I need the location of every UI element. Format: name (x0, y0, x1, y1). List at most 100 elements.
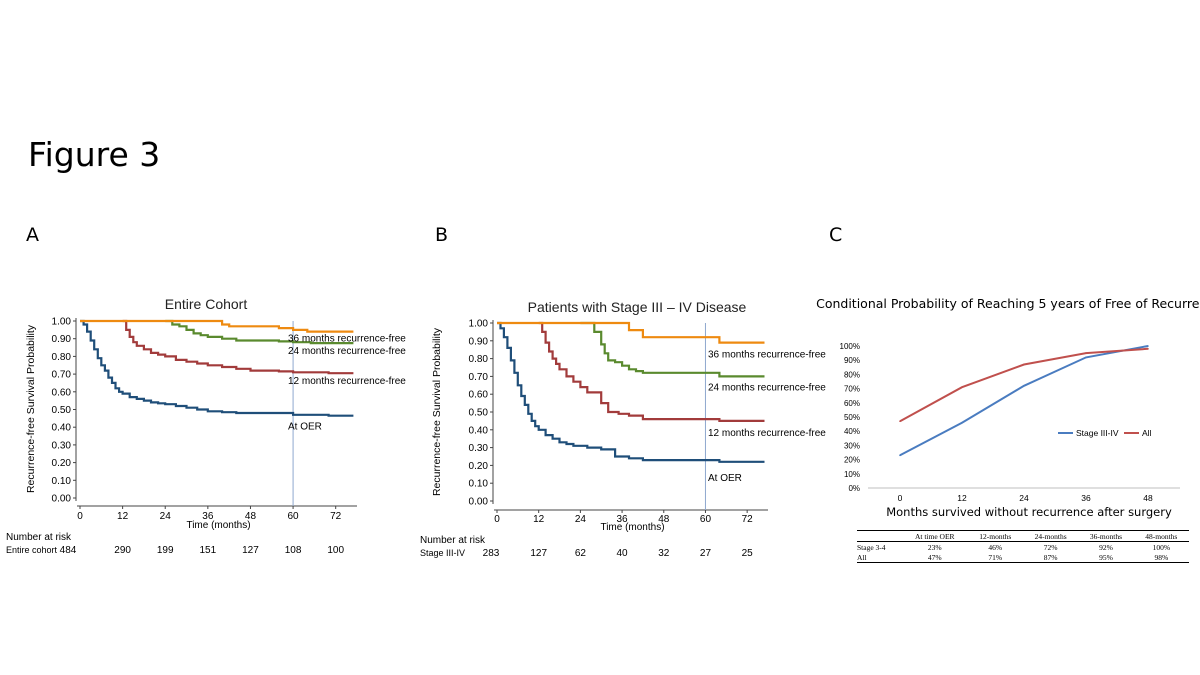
x-tick-label: 24 (160, 511, 172, 522)
km-series-b-1 (538, 321, 765, 422)
panel-label-a: A (26, 224, 39, 246)
table-cell: 100% (1152, 542, 1171, 552)
risk-table-value: 199 (157, 545, 174, 556)
chart-title-a: Entire Cohort (165, 296, 248, 312)
series-label-b-1: 12 months recurrence-free (708, 428, 826, 439)
y-tick-label: 0.10 (52, 476, 72, 487)
y-tick-label: 0.50 (52, 405, 72, 416)
table-cell: 71% (988, 552, 1003, 562)
km-series-b-3 (497, 321, 765, 344)
table-cell: 47% (927, 552, 942, 562)
km-series-a-2 (165, 319, 354, 345)
risk-table-header-a: Number at risk (6, 532, 72, 543)
x-tick-label: 12 (117, 511, 129, 522)
risk-table-row-label-b: Stage III-IV (420, 548, 465, 558)
figure-title: Figure 3 (28, 135, 161, 174)
series-label-a-1: 12 months recurrence-free (288, 376, 406, 387)
panel-label-b: B (435, 224, 449, 246)
data-point-c (1023, 363, 1025, 366)
risk-table-value: 127 (530, 548, 547, 559)
x-tick-label: 72 (742, 514, 754, 525)
risk-table-value: 290 (114, 545, 131, 556)
km-series-a-0 (80, 319, 354, 417)
x-tick-label: 36 (202, 511, 214, 522)
y-tick-label: 1.00 (469, 319, 489, 330)
series-label-b-3: 36 months recurrence-free (708, 350, 826, 361)
x-tick-label: 12 (533, 514, 545, 525)
x-tick-label: 72 (330, 511, 342, 522)
y-tick-label: 0.00 (52, 494, 72, 505)
table-header-cell (857, 531, 902, 542)
risk-table-value: 32 (658, 548, 670, 559)
table-cell: Stage 3-4 (857, 542, 886, 552)
data-point-c (1085, 352, 1087, 354)
table-header-row: At time OER 12-months 24-months 36-month… (857, 530, 1189, 542)
x-tick-label: 24 (575, 514, 587, 525)
y-tick-label: 0.80 (469, 354, 489, 365)
table-cell: All (857, 552, 867, 562)
x-axis-title-a: Time (months) (186, 520, 250, 531)
y-axis-title-b: Recurrence-free Survival Probability (431, 327, 443, 496)
series-label-a-0: At OER (288, 422, 322, 433)
x-tick-label: 0 (494, 514, 500, 525)
x-tick-label: 0 (898, 493, 903, 503)
x-tick-label: 12 (957, 493, 967, 503)
y-tick-label: 0.10 (469, 479, 489, 490)
y-tick-label: 0.60 (52, 387, 72, 398)
y-tick-label: 0.80 (52, 352, 72, 363)
y-tick-label: 0.40 (469, 425, 489, 436)
y-tick-label: 0.70 (469, 372, 489, 383)
y-tick-label: 40% (844, 427, 860, 436)
table-header-cell: 12-months (979, 531, 1012, 541)
table-cell: 23% (927, 542, 942, 552)
data-point-c (899, 454, 901, 457)
series-label-a-3: 36 months recurrence-free (288, 334, 406, 345)
chart-title-c-line1: Conditional Probability of Reaching 5 ye… (816, 296, 1200, 311)
km-series-b-0 (497, 321, 765, 463)
risk-table-value: 100 (327, 545, 344, 556)
series-label-b-2: 24 months recurrence-free (708, 382, 826, 393)
y-tick-label: 30% (844, 441, 860, 450)
data-point-c (1085, 356, 1087, 359)
risk-table-value: 283 (483, 548, 500, 559)
y-tick-label: 50% (844, 413, 860, 422)
risk-table-value: 151 (200, 545, 217, 556)
table-cell: 72% (1043, 542, 1058, 552)
table-cell: 92% (1099, 542, 1113, 552)
table-header-cell: 48-months (1145, 531, 1178, 541)
series-label-a-2: 24 months recurrence-free (288, 346, 406, 357)
y-tick-label: 70% (844, 385, 860, 394)
x-tick-label: 36 (1081, 493, 1091, 503)
km-series-a-1 (122, 319, 354, 375)
risk-table-value: 40 (617, 548, 629, 559)
y-tick-label: 90% (844, 356, 860, 365)
x-tick-label: 60 (288, 511, 300, 522)
y-tick-label: 0% (848, 484, 860, 493)
y-tick-label: 0.70 (52, 370, 72, 381)
chart-title-b: Patients with Stage III – IV Disease (528, 299, 747, 315)
table-cell: 95% (1099, 552, 1113, 562)
risk-table-value: 484 (60, 545, 77, 556)
km-series-b-2 (580, 321, 765, 378)
x-axis-title-c: Months survived without recurrence after… (886, 505, 1172, 519)
y-tick-label: 0.90 (52, 334, 72, 345)
y-axis-title-a: Recurrence-free Survival Probability (25, 324, 37, 493)
y-tick-label: 20% (844, 456, 860, 465)
y-tick-label: 0.40 (52, 423, 72, 434)
panel-label-c: C (829, 224, 843, 246)
y-tick-label: 0.90 (469, 336, 489, 347)
y-tick-label: 0.20 (52, 458, 72, 469)
risk-table-value: 127 (242, 545, 259, 556)
risk-table-value: 27 (700, 548, 712, 559)
x-tick-label: 48 (245, 511, 257, 522)
x-tick-label: 60 (700, 514, 712, 525)
table-row: All 47% 71% 87% 95% 98% (857, 552, 1189, 563)
table-cell: 46% (988, 542, 1003, 552)
x-axis-title-b: Time (months) (600, 522, 664, 533)
legend-label-c-0: Stage III-IV (1076, 428, 1119, 438)
chart-title-c: Conditional Probability of Reaching 5 ye… (816, 296, 1200, 311)
data-point-c (961, 421, 963, 424)
km-series-a-3 (80, 319, 354, 333)
table-cell: 98% (1154, 552, 1169, 562)
